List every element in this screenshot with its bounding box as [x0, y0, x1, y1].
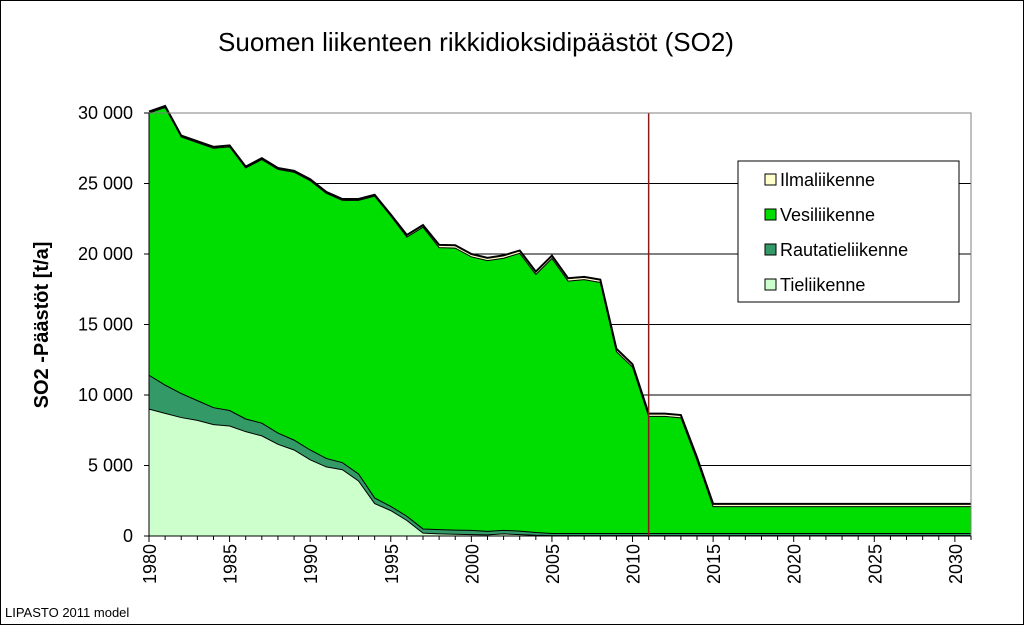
x-tick-label: 1995: [382, 544, 402, 584]
boundary-line-vesiliikenne: [148, 106, 971, 508]
x-tick-label: 2000: [462, 544, 482, 584]
legend-label-tieliikenne: Tieliikenne: [780, 275, 865, 295]
legend-swatch-ilmaliikenne: [764, 173, 777, 186]
legend-label-vesiliikenne: Vesiliikenne: [780, 205, 875, 225]
x-tick-label: 2010: [624, 544, 644, 584]
y-tick-label: 20 000: [78, 244, 133, 264]
y-tick-label: 15 000: [78, 315, 133, 335]
x-tick-label: 1985: [221, 544, 241, 584]
area-rautatieliikenne: [149, 375, 971, 536]
area-vesiliikenne: [149, 107, 971, 534]
y-tick-label: 0: [123, 526, 133, 546]
area-tieliikenne: [149, 409, 971, 536]
x-tick-label: 2020: [785, 544, 805, 584]
x-tick-label: 2025: [865, 544, 885, 584]
legend-swatch-vesiliikenne: [764, 208, 777, 221]
legend-label-rautatieliikenne: Rautatieliikenne: [780, 240, 908, 260]
x-tick-label: 1980: [140, 544, 160, 584]
y-tick-label: 25 000: [78, 174, 133, 194]
x-tick-label: 2015: [704, 544, 724, 584]
legend-swatch-rautatieliikenne: [764, 243, 777, 256]
x-tick-label: 1990: [301, 544, 321, 584]
x-tick-label: 2030: [946, 544, 966, 584]
chart-title: Suomen liikenteen rikkidioksidipäästöt (…: [218, 27, 734, 57]
y-tick-label: 5 000: [88, 456, 133, 476]
x-tick-label: 2005: [543, 544, 563, 584]
model-credit: LIPASTO 2011 model: [5, 605, 130, 620]
boundary-line-rautatieliikenne: [148, 374, 971, 534]
y-tick-label: 10 000: [78, 385, 133, 405]
legend: Ilmaliikenne Vesiliikenne Rautatieliikenne…: [737, 160, 960, 303]
boundary-line-ilmaliikenne: [148, 104, 971, 505]
y-axis-label: SO2 -Päästöt [t/a]: [31, 242, 53, 409]
legend-swatch-tieliikenne: [764, 278, 777, 291]
legend-label-ilmaliikenne: Ilmaliikenne: [780, 170, 875, 190]
y-tick-label: 30 000: [78, 103, 133, 123]
